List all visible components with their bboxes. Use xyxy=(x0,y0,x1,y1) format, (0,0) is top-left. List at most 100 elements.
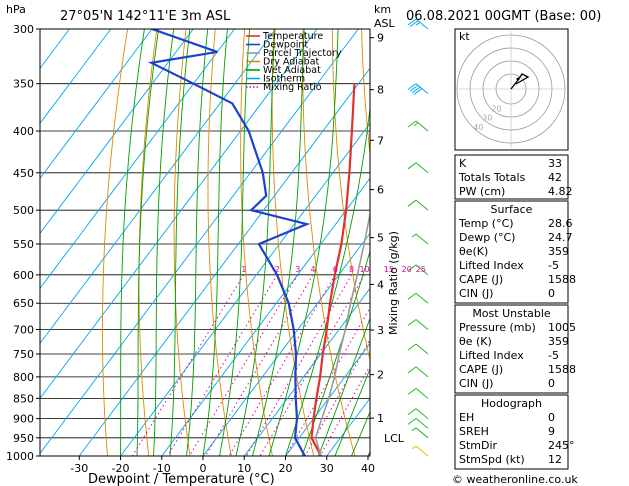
hodograph-stats-row-value: 245° xyxy=(548,439,575,452)
isotherm-line xyxy=(40,29,153,180)
wind-barb xyxy=(407,18,429,30)
barb-staff xyxy=(415,445,429,457)
barb-half-feather xyxy=(411,233,417,238)
most-unstable-row-value: 1005 xyxy=(548,321,576,334)
hodograph-ring-label: 30 xyxy=(482,114,492,123)
barb-feather xyxy=(407,319,417,326)
wind-barb xyxy=(407,199,429,211)
hodograph-stats-row-label: SREH xyxy=(459,425,489,438)
barb-staff xyxy=(415,417,429,429)
wet-adiabat-line xyxy=(334,367,370,456)
wind-barb xyxy=(411,427,429,439)
wind-barb xyxy=(407,292,429,304)
pressure-tick-label: 750 xyxy=(13,348,34,361)
mixing-ratio-line xyxy=(259,274,365,456)
barb-half-feather xyxy=(411,427,417,432)
most-unstable-row-label: Lifted Index xyxy=(459,349,524,362)
mixing-ratio-axis-title: Mixing Ratio (g/kg) xyxy=(387,231,400,335)
mixing-ratio-line xyxy=(167,274,278,456)
legend-entry: Dry Adiabat xyxy=(263,57,320,68)
isotherm-line xyxy=(161,177,370,456)
dry-adiabat-line xyxy=(271,29,315,456)
barb-staff xyxy=(415,387,429,399)
wind-barb xyxy=(407,366,429,378)
isotherm-line xyxy=(40,29,70,70)
mixing-ratio-label: 20 xyxy=(402,265,412,274)
wind-barb xyxy=(407,408,429,420)
dewpoint-profile xyxy=(147,29,311,456)
wet-adiabat-line xyxy=(136,29,160,456)
pressure-tick-label: 300 xyxy=(13,23,34,36)
asl-unit: ASL xyxy=(374,17,396,30)
surface-row-value: 24.7 xyxy=(548,231,573,244)
surface-title: Surface xyxy=(491,203,533,216)
wet-adiabat-line xyxy=(268,29,339,456)
barb-feather xyxy=(411,86,421,94)
hodograph-stats-title: Hodograph xyxy=(481,397,542,410)
most-unstable-row-value: -5 xyxy=(548,349,559,362)
dry-adiabat-line xyxy=(207,29,232,456)
mixing-ratio-line xyxy=(188,274,299,456)
surface-box xyxy=(454,200,569,304)
pressure-tick-label: 650 xyxy=(13,297,34,310)
hodograph-stats-row-value: 9 xyxy=(548,425,555,438)
legend-entry: Dewpoint xyxy=(263,40,308,51)
most-unstable-title: Most Unstable xyxy=(472,307,551,320)
hodograph-unit: kt xyxy=(459,30,470,43)
surface-row-value: 28.6 xyxy=(548,217,573,230)
pressure-tick-label: 350 xyxy=(13,78,34,91)
wet-adiabat-line xyxy=(235,29,276,456)
dry-adiabat-line xyxy=(331,29,370,362)
wet-adiabat-line xyxy=(285,103,370,456)
wet-adiabat-line xyxy=(186,29,209,456)
most-unstable-row-label: θe (K) xyxy=(459,335,492,348)
km-tick-label: 2 xyxy=(377,369,384,382)
temp-tick-label: 10 xyxy=(237,462,251,475)
isotherm-line xyxy=(40,29,318,400)
barb-half-feather xyxy=(411,445,417,450)
hodograph-stats-row-value: 0 xyxy=(548,411,555,424)
temp-tick-label: 0 xyxy=(200,462,207,475)
mixing-ratio-label: 2 xyxy=(275,265,280,274)
wind-barb xyxy=(407,319,429,330)
km-tick-label: 8 xyxy=(377,84,384,97)
index-row-label: Totals Totals xyxy=(458,171,526,184)
isotherm-line xyxy=(40,29,359,455)
barb-feather xyxy=(409,84,419,92)
mixing-ratio-line xyxy=(245,274,353,456)
dry-adiabat-line xyxy=(625,29,629,456)
isotherm-line xyxy=(285,342,370,456)
index-row-value: 33 xyxy=(548,157,562,170)
barb-staff xyxy=(415,427,429,439)
mixing-ratio-label: 10 xyxy=(359,265,369,274)
mixing-ratio-line xyxy=(285,306,370,456)
barb-staff xyxy=(415,319,429,330)
most-unstable-row-value: 359 xyxy=(548,335,569,348)
dry-adiabat-line xyxy=(138,29,158,456)
mixing-ratio-line xyxy=(228,274,336,456)
dry-adiabat-line xyxy=(361,29,370,158)
legend-entry: Isotherm xyxy=(263,74,305,85)
wind-barb xyxy=(411,233,429,245)
temp-tick-label: -30 xyxy=(70,462,88,475)
dry-adiabat-line xyxy=(302,29,356,456)
wet-adiabat-line xyxy=(318,317,370,456)
indices-box xyxy=(454,154,569,200)
barb-feather xyxy=(407,408,417,416)
location-title: 27°05'N 142°11'E 3m ASL xyxy=(60,9,231,24)
dry-adiabat-line xyxy=(566,29,629,456)
surface-row-label: θe(K) xyxy=(459,245,488,258)
hodograph-ring-label: 40 xyxy=(473,123,483,132)
index-row-label: PW (cm) xyxy=(459,185,505,198)
wet-adiabat-line xyxy=(153,29,175,456)
barb-feather xyxy=(407,83,417,91)
barb-staff xyxy=(415,366,429,378)
parcel-trajectory xyxy=(314,210,370,456)
pressure-tick-label: 900 xyxy=(13,413,34,426)
barb-feather xyxy=(413,88,423,95)
mixing-ratio-label: 15 xyxy=(384,265,394,274)
most-unstable-row-label: CAPE (J) xyxy=(459,363,503,376)
barb-feather xyxy=(409,20,419,28)
hodograph-stats-box xyxy=(454,394,569,470)
surface-row-label: CIN (J) xyxy=(459,287,493,300)
